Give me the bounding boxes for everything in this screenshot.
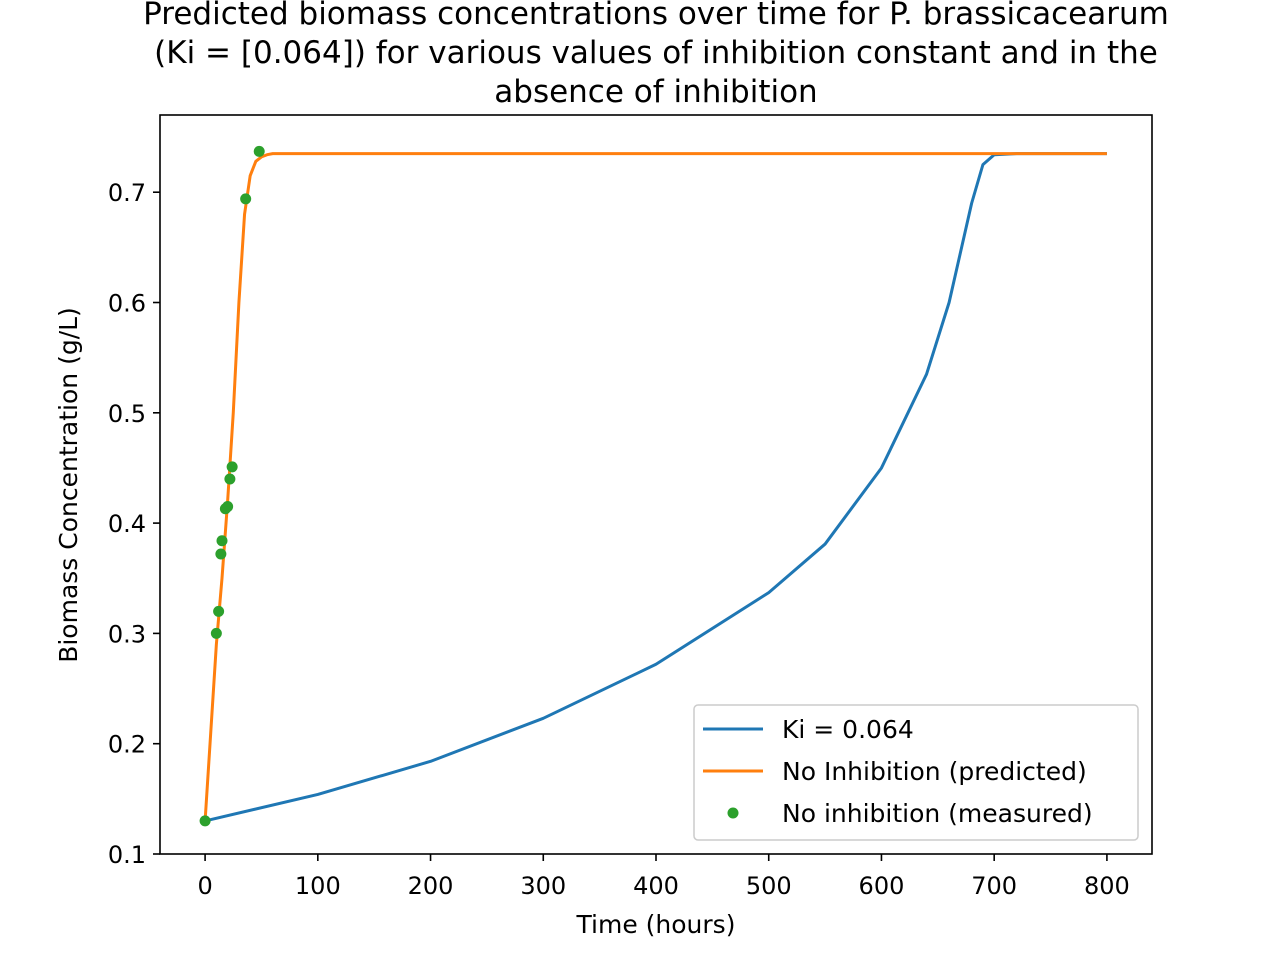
legend-label-no-inhibition-measured: No inhibition (measured) [782, 799, 1093, 828]
x-tick-label: 100 [295, 872, 341, 900]
data-point [222, 501, 234, 513]
legend-label-no-inhibition-predicted: No Inhibition (predicted) [782, 757, 1087, 786]
data-point [210, 627, 222, 639]
data-point [226, 461, 238, 473]
legend-label-ki: Ki = 0.064 [782, 715, 914, 744]
data-point [224, 473, 236, 485]
data-point [216, 535, 228, 547]
y-tick-label: 0.6 [108, 290, 146, 318]
y-axis-label: Biomass Concentration (g/L) [54, 307, 83, 663]
x-axis-label: Time (hours) [576, 910, 736, 939]
title-line-1: Predicted biomass concentrations over ti… [143, 0, 1169, 32]
data-point [253, 145, 265, 157]
y-tick-label: 0.7 [108, 179, 146, 207]
x-tick-label: 300 [520, 872, 566, 900]
plot-frame [159, 114, 1153, 855]
x-tick-label: 200 [408, 872, 454, 900]
y-tick-label: 0.4 [108, 510, 146, 538]
y-axis-ticks: 0.1 0.2 0.3 0.4 0.5 0.6 0.7 [108, 179, 160, 869]
data-point [213, 605, 225, 617]
series-layer [199, 145, 1107, 827]
x-tick-label: 800 [1084, 872, 1130, 900]
y-tick-label: 0.2 [108, 731, 146, 759]
x-tick-label: 600 [859, 872, 905, 900]
x-tick-label: 700 [971, 872, 1017, 900]
y-tick-label: 0.1 [108, 841, 146, 869]
x-tick-label: 0 [197, 872, 212, 900]
title-line-3: absence of inhibition [494, 74, 817, 110]
legend: Ki = 0.064 No Inhibition (predicted) No … [693, 704, 1139, 841]
x-tick-label: 400 [633, 872, 679, 900]
series-line-1 [203, 152, 1107, 822]
y-tick-label: 0.5 [108, 400, 146, 428]
data-point [215, 548, 227, 560]
series-line-0 [204, 152, 1107, 823]
x-axis-ticks: 0 100 200 300 400 500 600 700 800 [197, 854, 1130, 900]
y-tick-label: 0.3 [108, 620, 146, 648]
legend-box [693, 704, 1139, 841]
title-line-2: (Ki = [0.064]) for various values of inh… [154, 35, 1158, 71]
x-tick-label: 500 [746, 872, 792, 900]
chart-title: Predicted biomass concentrations over ti… [143, 0, 1169, 110]
data-point [199, 815, 211, 827]
data-point [240, 193, 252, 205]
legend-swatch-no-inhibition-measured [727, 807, 739, 819]
